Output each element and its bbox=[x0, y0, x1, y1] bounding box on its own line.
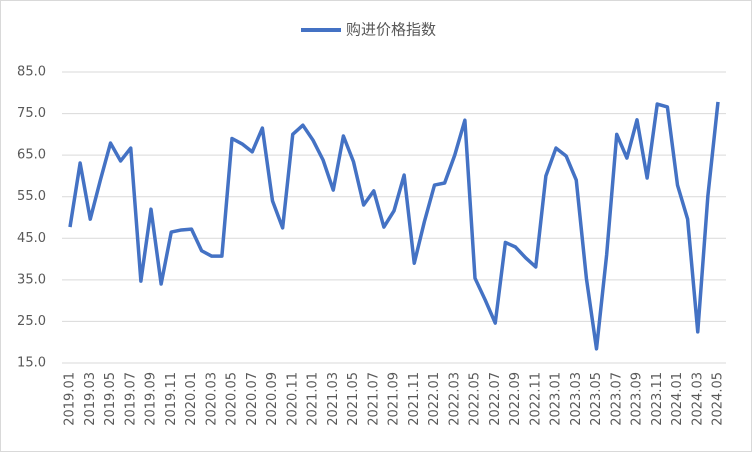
x-tick-label: 2022.09 bbox=[508, 372, 523, 426]
y-tick-label: 35.0 bbox=[17, 272, 46, 287]
x-tick-label: 2020.09 bbox=[265, 372, 280, 426]
x-tick-label: 2020.07 bbox=[245, 372, 260, 426]
x-tick-label: 2023.03 bbox=[569, 372, 584, 426]
data-line bbox=[68, 101, 720, 351]
y-tick-label: 15.0 bbox=[17, 356, 46, 371]
y-tick-label: 45.0 bbox=[17, 231, 46, 246]
x-tick-label: 2021.07 bbox=[366, 372, 381, 426]
x-tick-label: 2019.03 bbox=[83, 372, 98, 426]
x-tick-label: 2024.01 bbox=[670, 372, 685, 426]
x-tick-label: 2022.11 bbox=[528, 372, 543, 426]
x-tick-label: 2024.03 bbox=[690, 372, 705, 426]
x-tick-label: 2021.05 bbox=[346, 372, 361, 426]
x-tick-label: 2021.11 bbox=[407, 372, 422, 426]
x-tick-label: 2021.09 bbox=[387, 372, 402, 426]
x-tick-label: 2023.07 bbox=[609, 372, 624, 426]
x-tick-label: 2023.09 bbox=[630, 372, 645, 426]
x-tick-label: 2022.07 bbox=[488, 372, 503, 426]
y-tick-label: 85.0 bbox=[17, 65, 46, 80]
y-tick-label: 55.0 bbox=[17, 189, 46, 204]
x-tick-label: 2022.01 bbox=[427, 372, 442, 426]
x-tick-label: 2023.11 bbox=[650, 372, 665, 426]
x-tick-label: 2019.07 bbox=[123, 372, 138, 426]
y-tick-label: 65.0 bbox=[17, 148, 46, 163]
legend-label: 购进价格指数 bbox=[346, 21, 436, 39]
x-tick-label: 2020.05 bbox=[225, 372, 240, 426]
x-tick-label: 2022.05 bbox=[468, 372, 483, 426]
x-tick-label: 2019.05 bbox=[103, 372, 118, 426]
x-tick-label: 2020.03 bbox=[204, 372, 219, 426]
x-tick-label: 2019.01 bbox=[63, 372, 78, 426]
x-tick-label: 2019.11 bbox=[164, 372, 179, 426]
y-tick-label: 25.0 bbox=[17, 314, 46, 329]
x-tick-label: 2023.05 bbox=[589, 372, 604, 426]
x-tick-label: 2020.11 bbox=[285, 372, 300, 426]
x-tick-label: 2021.03 bbox=[326, 372, 341, 426]
x-tick-label: 2024.05 bbox=[711, 372, 726, 426]
x-tick-label: 2022.03 bbox=[447, 372, 462, 426]
x-tick-label: 2020.01 bbox=[184, 372, 199, 426]
x-tick-label: 2019.09 bbox=[144, 372, 159, 426]
x-tick-label: 2021.01 bbox=[306, 372, 321, 426]
y-tick-label: 75.0 bbox=[17, 106, 46, 121]
x-tick-label: 2023.01 bbox=[549, 372, 564, 426]
